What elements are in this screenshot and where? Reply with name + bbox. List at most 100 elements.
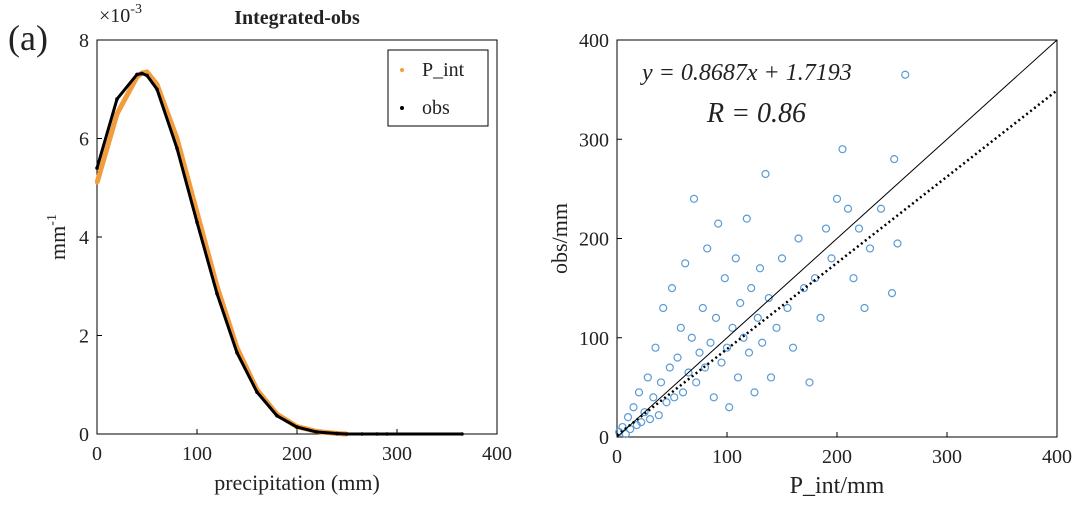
scatter-point bbox=[689, 194, 699, 203]
scatter-point bbox=[747, 284, 756, 293]
y-tick-label: 6 bbox=[79, 129, 89, 151]
scatter-point bbox=[865, 244, 875, 253]
scatter-point bbox=[788, 343, 798, 352]
series-point bbox=[115, 112, 119, 116]
series-point bbox=[155, 82, 159, 87]
series-point bbox=[175, 146, 179, 151]
y-tick-label: 0 bbox=[79, 424, 89, 446]
series-point bbox=[235, 350, 239, 355]
y-tick-label: 300 bbox=[579, 129, 609, 151]
reference-line bbox=[616, 39, 1058, 438]
series-point bbox=[145, 70, 149, 74]
scatter-point bbox=[893, 239, 902, 248]
scatter-point bbox=[838, 145, 847, 154]
x-tick-label: 200 bbox=[282, 443, 312, 465]
series-point bbox=[375, 432, 379, 436]
legend-label: obs bbox=[422, 97, 450, 119]
scatter-point bbox=[764, 293, 773, 303]
legend-marker bbox=[400, 68, 404, 72]
scatter-point bbox=[821, 224, 831, 233]
scatter-point bbox=[654, 411, 663, 420]
series-line bbox=[95, 71, 462, 436]
series-point bbox=[140, 71, 144, 76]
scatter-point bbox=[755, 264, 765, 273]
series-point bbox=[135, 72, 139, 77]
y-tick-label: 100 bbox=[579, 328, 609, 350]
scatter-point bbox=[651, 343, 660, 352]
series-point bbox=[335, 431, 339, 436]
x-tick-label: 400 bbox=[1042, 446, 1072, 468]
scatter-point bbox=[703, 244, 712, 253]
x-tick-label: 300 bbox=[382, 443, 412, 465]
y-multiplier: ×10-3 bbox=[99, 2, 142, 27]
x-tick-label: 200 bbox=[822, 446, 852, 468]
scatter-point bbox=[753, 313, 762, 322]
scatter-point bbox=[709, 393, 718, 402]
series-point bbox=[215, 291, 219, 296]
panel-label: (a) bbox=[8, 18, 48, 58]
scatter-point bbox=[887, 288, 897, 298]
series-line bbox=[94, 69, 348, 437]
y-tick-label: 0 bbox=[599, 427, 609, 449]
y-tick-label: 200 bbox=[579, 229, 609, 251]
y-multiplier-exponent: -3 bbox=[130, 2, 142, 17]
series-point bbox=[345, 432, 349, 436]
scatter-point bbox=[794, 234, 803, 243]
scatter-point bbox=[890, 155, 899, 164]
series-point bbox=[195, 220, 199, 225]
series-point bbox=[295, 425, 299, 429]
scatter-point bbox=[744, 348, 754, 357]
series-point bbox=[145, 73, 149, 78]
scatter-point bbox=[643, 373, 652, 382]
y-tick-label: 4 bbox=[79, 227, 89, 249]
scatter-point bbox=[854, 224, 864, 233]
series-point bbox=[385, 432, 389, 436]
fit-equation: y = 0.8687x + 1.7193 bbox=[640, 60, 852, 86]
x-tick-label: 0 bbox=[92, 443, 102, 465]
scatter-point bbox=[673, 353, 682, 362]
scatter-point bbox=[843, 204, 853, 213]
scatter-point bbox=[772, 323, 781, 332]
scatter-point bbox=[711, 313, 721, 322]
scatter-point bbox=[662, 398, 671, 407]
scatter-point bbox=[714, 219, 723, 228]
scatter-point bbox=[687, 333, 696, 342]
chart-title: Integrated-obs bbox=[234, 7, 360, 29]
scatter-point bbox=[684, 368, 693, 377]
x-tick-label: 0 bbox=[612, 446, 622, 468]
scatter-point bbox=[816, 313, 825, 322]
series-point bbox=[95, 181, 99, 185]
x-axis-label: precipitation (mm) bbox=[214, 470, 380, 495]
scatter-point bbox=[777, 254, 787, 263]
y-multiplier-base: ×10 bbox=[99, 5, 130, 27]
scatter-point bbox=[681, 259, 690, 268]
x-tick-label: 300 bbox=[932, 446, 962, 468]
scatter-point bbox=[832, 194, 842, 203]
y-tick-label: 8 bbox=[79, 30, 89, 52]
scatter-point bbox=[876, 204, 886, 213]
series-point bbox=[175, 136, 179, 141]
series-point bbox=[155, 87, 159, 92]
series-point bbox=[315, 430, 319, 434]
scatter-point bbox=[901, 70, 910, 79]
scatter-point bbox=[731, 254, 740, 263]
scatter-point bbox=[667, 284, 677, 293]
scatter-point bbox=[634, 388, 644, 397]
x-tick-label: 400 bbox=[482, 443, 512, 465]
scatter-point bbox=[706, 338, 715, 347]
x-tick-label: 100 bbox=[182, 443, 212, 465]
scatter-point bbox=[692, 378, 701, 387]
scatter-point bbox=[750, 388, 759, 397]
scatter-point bbox=[665, 363, 674, 372]
scatter-point bbox=[670, 393, 679, 402]
scatter-point bbox=[695, 348, 704, 357]
scatter-point bbox=[742, 214, 751, 223]
y-tick-label: 400 bbox=[579, 30, 609, 52]
legend-frame bbox=[387, 49, 489, 127]
x-axis-label: P_int/mm bbox=[790, 473, 885, 499]
scatter-point bbox=[728, 323, 737, 332]
scatter-point bbox=[761, 169, 770, 179]
scatter-point bbox=[618, 422, 627, 432]
scatter-point bbox=[717, 358, 726, 367]
